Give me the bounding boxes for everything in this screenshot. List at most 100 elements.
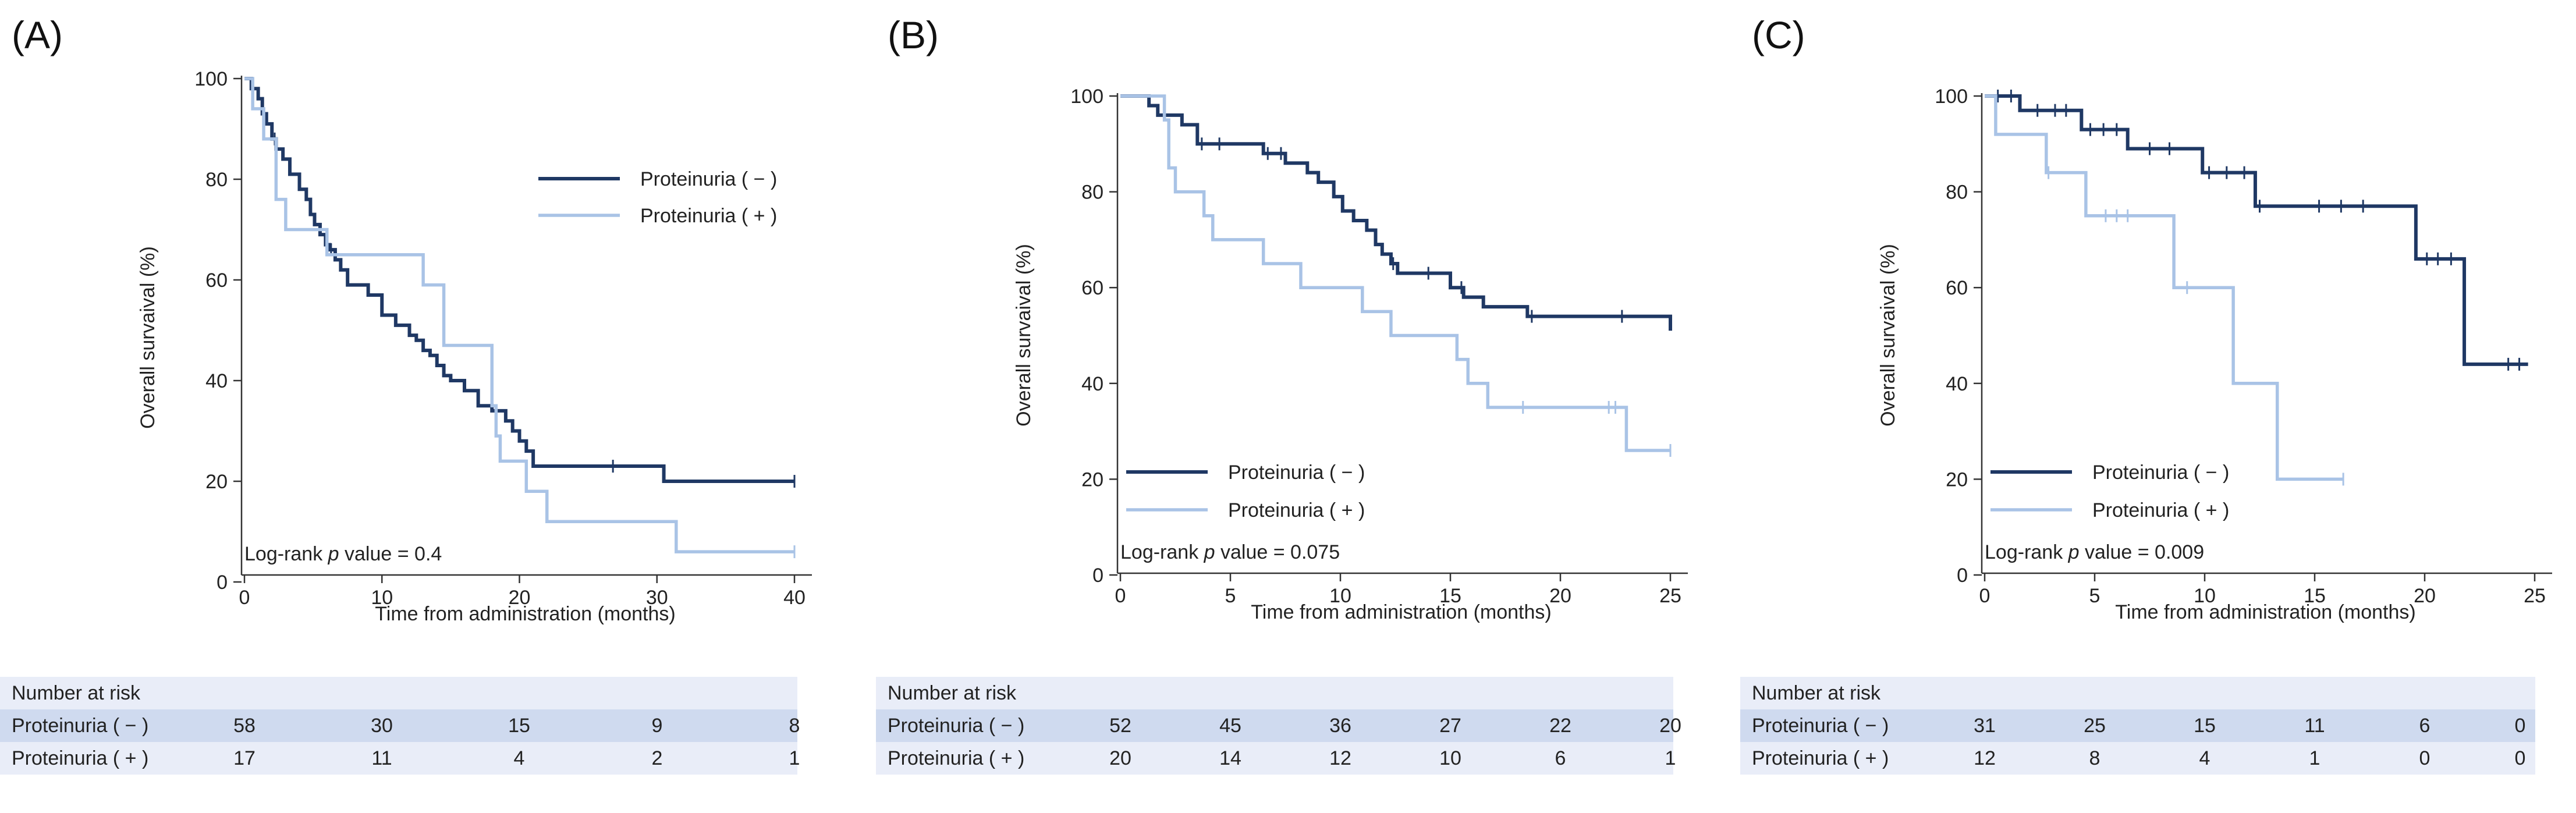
- risk-cell: 15: [2194, 715, 2216, 737]
- annotation-suffix: value = 0.4: [339, 543, 442, 565]
- risk-cell: 2: [651, 747, 663, 769]
- km-plot-b: 0 20 40 60 80 100 0 5 10 15 20 25 Time from administ…: [1013, 86, 1688, 623]
- risk-cell: 58: [233, 715, 256, 737]
- risk-cell: 11: [371, 747, 392, 769]
- y-tick-label: 0: [1092, 565, 1104, 587]
- panel-b: (B) 0 20 40 60 80 100 0 5 10 15 20 25 Time from admi…: [876, 0, 1714, 813]
- annotation-prefix: Log-rank: [1120, 541, 1204, 563]
- legend-label: Proteinuria ( − ): [640, 168, 777, 190]
- x-axis-title: Time from administration (months): [375, 603, 675, 625]
- y-tick-label: 0: [217, 571, 228, 594]
- risk-cell: 6: [2419, 715, 2430, 737]
- risk-row-negative-label: Proteinuria ( − ): [888, 715, 1025, 737]
- survival-curve-negative: [1985, 94, 2528, 366]
- risk-table-title: Number at risk: [888, 682, 1017, 704]
- risk-cell: 27: [1439, 715, 1461, 737]
- y-tick-label: 100: [194, 68, 228, 90]
- x-tick-label: 0: [1115, 585, 1126, 607]
- risk-cell: 52: [1109, 715, 1131, 737]
- y-tick-label: 20: [1081, 468, 1104, 491]
- x-tick-label: 25: [2524, 585, 2546, 607]
- risk-cell: 25: [2084, 715, 2106, 737]
- survival-curve-positive: [1120, 94, 1670, 452]
- x-tick-label: 10: [371, 587, 393, 609]
- risk-cell: 20: [1659, 715, 1681, 737]
- risk-row-positive-label: Proteinuria ( + ): [888, 747, 1025, 769]
- x-tick-label: 20: [509, 587, 531, 609]
- risk-cell: 14: [1219, 747, 1241, 769]
- annotation-p: p: [2068, 541, 2080, 563]
- y-tick-label: 80: [1081, 182, 1104, 204]
- legend-label: Proteinuria ( + ): [1228, 499, 1365, 521]
- y-tick-label: 40: [205, 370, 228, 392]
- risk-cell: 30: [371, 715, 393, 737]
- risk-cell: 12: [1974, 747, 1996, 769]
- y-tick-label: 40: [1946, 373, 1968, 395]
- km-plot-c: 0 20 40 60 80 100 0 5 10 15 20 25 Time from administ…: [1877, 86, 2552, 623]
- y-tick-label: 100: [1070, 86, 1104, 108]
- annotation-suffix: value = 0.009: [2080, 541, 2205, 563]
- x-tick-label: 5: [1225, 585, 1236, 607]
- y-tick-label: 20: [1946, 468, 1968, 491]
- log-rank-annotation: Log-rank p value = 0.075: [1120, 541, 1340, 563]
- risk-row-negative-label: Proteinuria ( − ): [1752, 715, 1889, 737]
- risk-cell: 22: [1549, 715, 1571, 737]
- log-rank-annotation: Log-rank p value = 0.009: [1985, 541, 2204, 563]
- panel-label: (B): [888, 13, 939, 56]
- y-axis-title: Overall survaival (%): [1013, 244, 1035, 427]
- y-tick-label: 100: [1935, 86, 1968, 108]
- x-tick-label: 0: [239, 587, 250, 609]
- risk-row-positive: Proteinuria ( + ) 12 8 4 1 0 0: [1740, 742, 2535, 775]
- risk-cell: 0: [2419, 747, 2430, 769]
- risk-cell: 36: [1329, 715, 1351, 737]
- x-tick-label: 30: [646, 587, 668, 609]
- y-tick-label: 60: [205, 269, 228, 292]
- risk-cell: 1: [2309, 747, 2320, 769]
- risk-row-positive: Proteinuria ( + ) 17 11 4 2 1: [0, 742, 800, 775]
- risk-row-positive-label: Proteinuria ( + ): [12, 747, 149, 769]
- legend-label: Proteinuria ( + ): [2092, 499, 2229, 521]
- y-tick-label: 0: [1957, 565, 1968, 587]
- annotation-prefix: Log-rank: [244, 543, 328, 565]
- risk-table-c: Number at risk Proteinuria ( − ) 31 25 1…: [1740, 677, 2535, 775]
- risk-table-title: Number at risk: [12, 682, 141, 704]
- risk-cell: 10: [1439, 747, 1461, 769]
- y-axis-title: Overall survaival (%): [137, 246, 159, 429]
- legend-label: Proteinuria ( − ): [2092, 461, 2229, 484]
- risk-cell: 0: [2514, 747, 2526, 769]
- annotation-p: p: [1204, 541, 1215, 563]
- risk-table-b: Number at risk Proteinuria ( − ) 52 45 3…: [876, 677, 1681, 775]
- risk-cell: 17: [233, 747, 256, 769]
- risk-cell: 31: [1974, 715, 1996, 737]
- y-tick-label: 40: [1081, 373, 1104, 395]
- y-axis-title: Overall survaival (%): [1877, 244, 1899, 427]
- risk-table-title: Number at risk: [1752, 682, 1881, 704]
- risk-cell: 12: [1329, 747, 1351, 769]
- risk-row-negative: Proteinuria ( − ) 58 30 15 9 8: [0, 709, 800, 742]
- legend-label: Proteinuria ( − ): [1228, 461, 1365, 484]
- survival-curve-positive: [244, 77, 794, 553]
- annotation-suffix: value = 0.075: [1215, 541, 1340, 563]
- annotation-prefix: Log-rank: [1985, 541, 2068, 563]
- risk-table-title-row: Number at risk: [1740, 677, 2535, 709]
- x-tick-label: 0: [1979, 585, 1990, 607]
- risk-cell: 1: [789, 747, 800, 769]
- km-plot-a: 0 20 40 60 80 100 0 10 20 30 40 Time from administr…: [137, 68, 812, 625]
- x-tick-label: 5: [2089, 585, 2100, 607]
- risk-row-positive-label: Proteinuria ( + ): [1752, 747, 1889, 769]
- y-tick-label: 20: [205, 471, 228, 493]
- risk-cell: 4: [2199, 747, 2210, 769]
- risk-cell: 4: [513, 747, 525, 769]
- risk-table-title-row: Number at risk: [0, 677, 797, 709]
- risk-cell: 0: [2514, 715, 2526, 737]
- panel-a: (A) 0 20 40 60 80 100 0 10 20 30 40 Time from admin…: [0, 0, 838, 813]
- x-tick-label: 10: [2194, 585, 2216, 607]
- x-tick-label: 40: [783, 587, 806, 609]
- risk-cell: 8: [789, 715, 800, 737]
- panel-c: (C) 0 20 40 60 80 100 0 5 10 15 20 25 Time from admi…: [1740, 0, 2576, 813]
- risk-cell: 9: [651, 715, 663, 737]
- risk-cell: 8: [2089, 747, 2100, 769]
- risk-cell: 20: [1109, 747, 1131, 769]
- panel-label: (A): [12, 13, 63, 56]
